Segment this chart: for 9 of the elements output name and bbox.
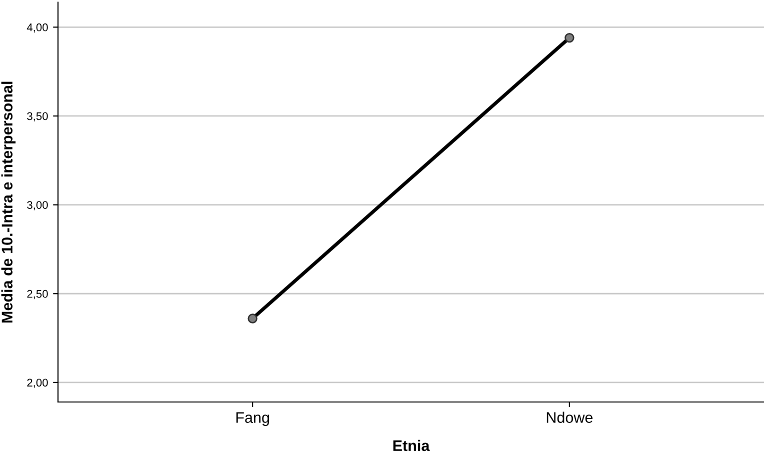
y-tick-label: 4,00 bbox=[26, 23, 48, 33]
y-tick-label: 3,50 bbox=[27, 112, 48, 122]
y-axis-title: Media de 10.-Intra e interpersonal bbox=[1, 82, 16, 323]
y-tick-label: 2,00 bbox=[27, 378, 48, 388]
y-tick-label: 2,50 bbox=[27, 290, 48, 300]
x-axis-title: Etnia bbox=[393, 440, 430, 452]
x-tick-label: Fang bbox=[236, 412, 269, 426]
x-tick-label: Ndowe bbox=[546, 412, 593, 423]
y-tick-label: 3,00 bbox=[27, 201, 48, 210]
